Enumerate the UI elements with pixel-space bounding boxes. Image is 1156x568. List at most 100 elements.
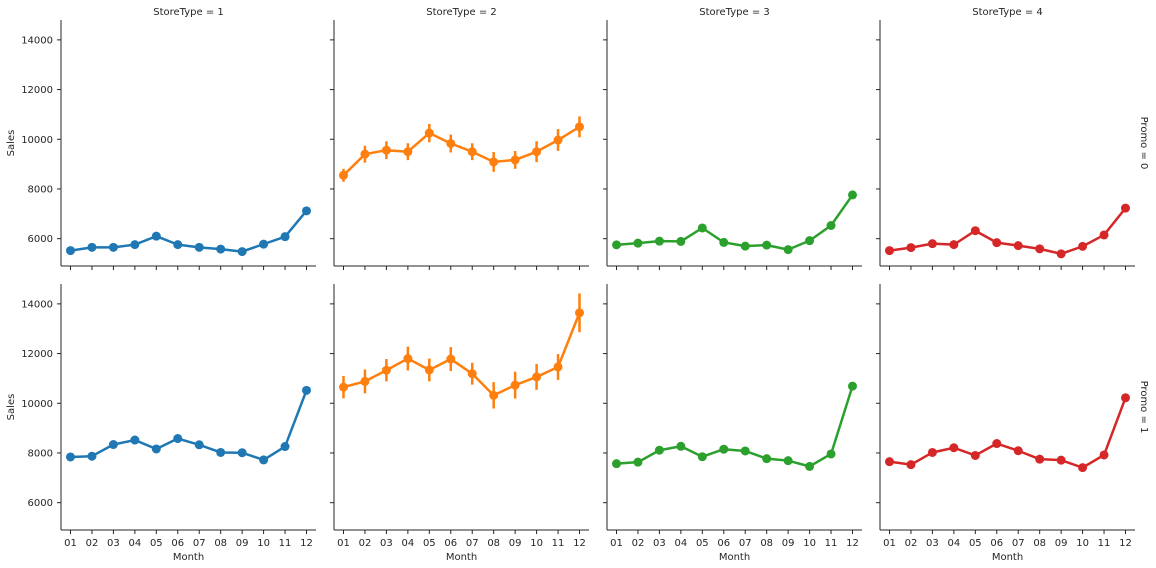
x-tick-label: 04 (947, 538, 960, 549)
y-tick-label: 12000 (21, 349, 53, 360)
facet-panel-r2-c2: 01 02 03 04 05 06 07 08 09 10 11 12 (330, 284, 589, 549)
data-point (339, 382, 348, 392)
x-tick-label: 01 (64, 538, 77, 549)
data-point (783, 456, 793, 466)
data-point (381, 365, 391, 375)
x-tick-label: 06 (717, 538, 730, 549)
facet-panel-r2-c1: 6000 8000 10000 12000 14000 01 02 03 04 05 06 07 08 0… (21, 284, 316, 549)
data-point (403, 147, 413, 157)
x-tick-label: 05 (423, 538, 436, 549)
data-point (1035, 454, 1045, 464)
data-point (783, 245, 793, 255)
data-point (489, 157, 499, 167)
x-tick-label: 06 (990, 538, 1003, 549)
data-point (553, 135, 563, 145)
series-line (889, 397, 1127, 469)
x-tick-label: 03 (380, 538, 393, 549)
data-point (510, 380, 520, 390)
x-tick-label: 12 (300, 538, 313, 549)
data-point (424, 365, 434, 375)
x-axis-title: Month (719, 552, 750, 563)
x-tick-label: 12 (1119, 538, 1132, 549)
data-point (339, 170, 348, 180)
data-point (151, 444, 161, 454)
data-point (697, 223, 707, 233)
y-tick-label: 10000 (21, 135, 53, 146)
data-point (280, 232, 290, 242)
data-point (885, 246, 894, 256)
x-tick-label: 11 (279, 538, 292, 549)
x-tick-label: 04 (674, 538, 687, 549)
data-point (740, 241, 750, 251)
data-point (446, 354, 456, 364)
data-point (719, 444, 729, 454)
x-tick-label: 05 (696, 538, 709, 549)
data-point (676, 441, 686, 451)
facet-panel-r1-c2 (330, 20, 589, 270)
x-tick-label: 11 (1098, 538, 1111, 549)
data-point (237, 247, 247, 257)
data-point (1013, 446, 1023, 456)
data-point (848, 190, 857, 200)
data-point (676, 236, 686, 246)
x-tick-label: 01 (337, 538, 350, 549)
x-tick-label: 10 (257, 538, 270, 549)
x-tick-label: 09 (1055, 538, 1068, 549)
data-point (280, 442, 290, 452)
data-point (949, 443, 959, 453)
y-tick-label: 14000 (21, 299, 53, 310)
x-axis-title: Month (446, 552, 477, 563)
y-axis-title: Sales (6, 394, 17, 421)
row-facet-title: Promo = 1 (1138, 381, 1149, 434)
x-tick-label: 12 (573, 538, 586, 549)
facet-panel-r1-c3 (603, 20, 862, 270)
column-facet-title: StoreType = 4 (972, 7, 1043, 18)
data-point (237, 448, 247, 458)
data-point (216, 447, 226, 457)
x-tick-label: 09 (236, 538, 249, 549)
series-line (342, 125, 581, 177)
data-point (885, 457, 894, 467)
data-point (1121, 393, 1130, 403)
data-point (130, 435, 140, 445)
data-point (194, 440, 204, 450)
data-point (173, 240, 183, 250)
data-point (762, 454, 772, 464)
data-point (66, 452, 75, 462)
x-tick-label: 03 (107, 538, 120, 549)
data-point (173, 434, 183, 444)
data-point (826, 449, 836, 459)
y-tick-label: 12000 (21, 85, 53, 96)
data-point (906, 243, 916, 253)
figure-labels: StoreType = 1 StoreType = 2 StoreType = 3 S… (6, 7, 1149, 563)
data-point (970, 450, 980, 460)
y-tick-label: 6000 (28, 234, 53, 245)
x-tick-label: 07 (466, 538, 479, 549)
data-point (1099, 230, 1109, 240)
x-tick-label: 10 (1076, 538, 1089, 549)
x-tick-label: 12 (846, 538, 859, 549)
x-tick-label: 09 (782, 538, 795, 549)
data-point (108, 242, 118, 252)
data-point (446, 138, 456, 148)
y-tick-label: 8000 (28, 184, 53, 195)
x-tick-label: 08 (487, 538, 500, 549)
data-point (510, 155, 520, 165)
data-point (403, 354, 413, 364)
data-point (575, 308, 584, 318)
column-facet-title: StoreType = 3 (699, 7, 770, 18)
series-line (343, 312, 581, 397)
data-point (575, 122, 584, 132)
data-point (381, 145, 391, 155)
data-point (360, 376, 370, 386)
column-facet-title: StoreType = 2 (426, 7, 497, 18)
x-axis-title: Month (173, 552, 204, 563)
data-point (87, 242, 97, 252)
series-line (70, 389, 308, 462)
series-line (616, 385, 854, 468)
x-tick-label: 02 (359, 538, 372, 549)
data-point (654, 236, 664, 246)
data-point (1121, 203, 1130, 213)
data-point (259, 239, 269, 249)
data-point (848, 381, 857, 391)
